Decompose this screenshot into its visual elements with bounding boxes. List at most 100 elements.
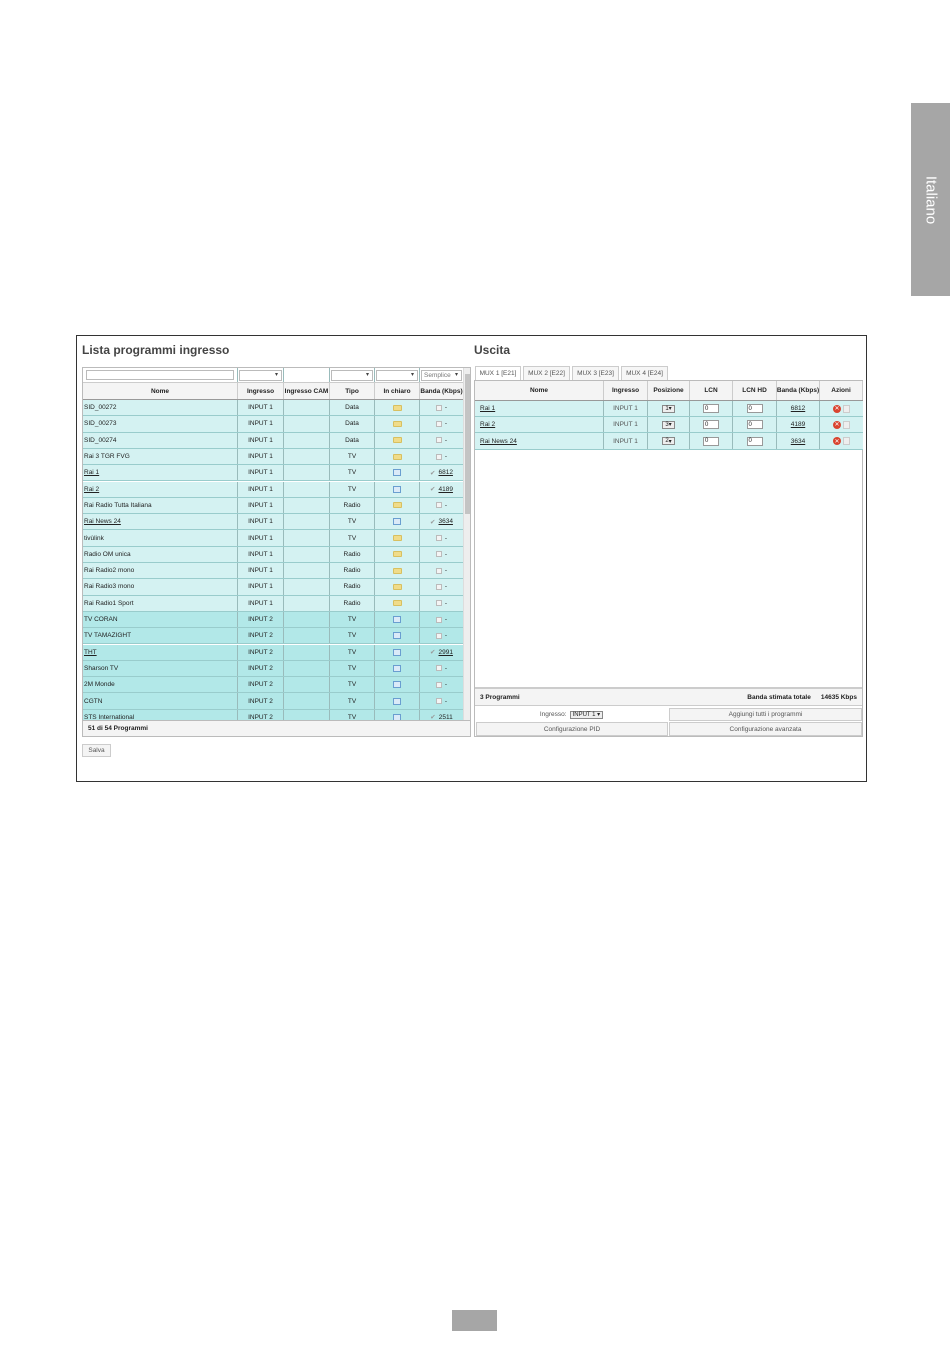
band-link[interactable]: 6812 [790,405,806,413]
program-name-text[interactable]: Rai 2 [84,485,100,493]
lcn-hd-input[interactable]: 0 [746,404,763,414]
scrollbar[interactable] [463,368,470,720]
table-row[interactable]: THT INPUT 2 TV ✔ 2991 [83,644,464,661]
column-header[interactable]: LCN HD [733,381,777,400]
checkbox[interactable] [435,681,442,688]
checkmark-icon[interactable]: ✔ [430,469,436,477]
program-name-text[interactable]: Rai News 24 [84,518,121,526]
checkbox[interactable] [435,583,442,590]
table-row[interactable]: Rai News 24 INPUT 1 TV ✔ 3634 [83,514,464,531]
band-value[interactable]: 2511 [438,713,453,721]
type-filter-select[interactable] [331,369,373,381]
column-header[interactable]: Nome [475,381,604,400]
position-select[interactable]: 2 ▾ [662,437,675,446]
column-header[interactable]: LCN [690,381,733,400]
program-name-text[interactable]: THT [84,648,97,656]
tab-mux-2[interactable]: MUX 2 [E22] [523,366,570,380]
checkmark-icon[interactable]: ✔ [430,649,436,657]
table-row[interactable]: tivùlink INPUT 1 TV - [83,530,464,547]
table-row[interactable]: Rai 3 TGR FVG INPUT 1 TV - [83,448,464,466]
program-name[interactable]: Rai 2 [83,481,238,497]
column-header[interactable]: Ingresso [604,381,648,400]
output-name[interactable]: Rai 1 [475,401,604,417]
output-row[interactable]: Rai 1 INPUT 1 1 ▾ 0 0 6812 ✕ [475,401,863,418]
column-header[interactable]: Banda (Kbps) [420,383,464,399]
pid-config-button[interactable]: Configurazione PID [476,722,668,736]
program-name[interactable]: Rai 1 [83,465,238,481]
input-filter-select[interactable] [239,369,282,381]
table-row[interactable]: SID_00272 INPUT 1 Data - [83,400,464,417]
lcn-input[interactable]: 0 [703,420,719,430]
output-name-link[interactable]: Rai 2 [480,421,496,429]
copy-icon[interactable] [843,404,850,413]
column-header[interactable]: Posizione [648,381,690,400]
table-row[interactable]: Radio OM unica INPUT 1 Radio - [83,546,464,563]
program-name[interactable]: THT [83,644,238,660]
table-row[interactable]: Rai Radio3 mono INPUT 1 Radio - [83,579,464,596]
lcn-hd-input[interactable]: 0 [746,420,763,430]
checkbox[interactable] [435,616,442,623]
advanced-config-button[interactable]: Configurazione avanzata [669,722,862,736]
mode-select[interactable]: Semplice [421,369,462,381]
output-name[interactable]: Rai 2 [475,417,604,433]
input-select[interactable]: INPUT 1 ▾ [569,710,604,719]
table-row[interactable]: Rai 1 INPUT 1 TV ✔ 6812 [83,465,464,482]
table-row[interactable]: TV CORAN INPUT 2 TV - [83,611,464,629]
position-select[interactable]: 3 ▾ [662,420,675,429]
program-name-text[interactable]: Rai 1 [84,469,100,477]
output-row[interactable]: Rai 2 INPUT 1 3 ▾ 0 0 4189 ✕ [475,417,863,434]
name-filter-input[interactable] [86,370,234,380]
clear-filter-select[interactable] [376,369,418,381]
table-row[interactable]: SID_00274 INPUT 1 Data - [83,432,464,449]
band-link[interactable]: 4189 [790,421,806,429]
output-row[interactable]: Rai News 24 INPUT 1 2 ▾ 0 0 3634 ✕ [475,433,863,450]
checkbox[interactable] [435,551,442,558]
checkbox[interactable] [435,600,442,607]
checkbox[interactable] [435,437,442,444]
checkbox[interactable] [435,453,442,460]
checkbox[interactable] [435,698,442,705]
add-all-button[interactable]: Aggiungi tutti i programmi [669,708,862,721]
output-name-link[interactable]: Rai News 24 [480,437,517,445]
band-value[interactable]: 4189 [438,485,453,493]
delete-icon[interactable]: ✕ [833,420,841,429]
save-button[interactable]: Salva [82,744,111,757]
checkbox[interactable] [435,632,442,639]
table-row[interactable]: SID_00273 INPUT 1 Data - [83,416,464,433]
delete-icon[interactable]: ✕ [833,404,841,413]
checkbox[interactable] [435,665,442,672]
delete-icon[interactable]: ✕ [833,437,841,446]
program-name[interactable]: Rai News 24 [83,514,238,530]
column-header[interactable]: Nome [83,383,238,399]
checkmark-icon[interactable]: ✔ [430,714,436,722]
scrollbar-thumb[interactable] [465,374,470,514]
checkbox[interactable] [435,502,442,509]
checkmark-icon[interactable]: ✔ [430,486,436,494]
tab-mux-1[interactable]: MUX 1 [E21] [475,366,521,380]
table-row[interactable]: Sharson TV INPUT 2 TV - [83,660,464,678]
copy-icon[interactable] [843,437,850,446]
column-header[interactable]: Ingresso [238,383,284,399]
checkbox[interactable] [435,404,442,411]
table-row[interactable]: TV TAMAZIGHT INPUT 2 TV - [83,628,464,645]
output-name[interactable]: Rai News 24 [475,433,604,449]
tab-mux-3[interactable]: MUX 3 [E23] [572,366,619,380]
band-value[interactable]: 3634 [438,518,453,526]
table-row[interactable]: Rai Radio1 Sport INPUT 1 Radio - [83,595,464,612]
table-row[interactable]: Rai 2 INPUT 1 TV ✔ 4189 [83,481,464,498]
checkmark-icon[interactable]: ✔ [430,518,436,526]
tab-mux-4[interactable]: MUX 4 [E24] [621,366,668,380]
band-link[interactable]: 3634 [790,437,806,445]
band-value[interactable]: 2991 [438,648,453,656]
column-header[interactable]: In chiaro [375,383,420,399]
checkbox[interactable] [435,535,442,542]
table-row[interactable]: 2M Monde INPUT 2 TV - [83,677,464,694]
checkbox[interactable] [435,567,442,574]
table-row[interactable]: Rai Radio Tutta Italiana INPUT 1 Radio - [83,497,464,515]
checkbox[interactable] [435,420,442,427]
position-select[interactable]: 1 ▾ [662,404,675,413]
column-header[interactable]: Banda (Kbps) [777,381,820,400]
column-header[interactable]: Tipo [330,383,375,399]
copy-icon[interactable] [843,420,850,429]
output-name-link[interactable]: Rai 1 [480,405,496,413]
